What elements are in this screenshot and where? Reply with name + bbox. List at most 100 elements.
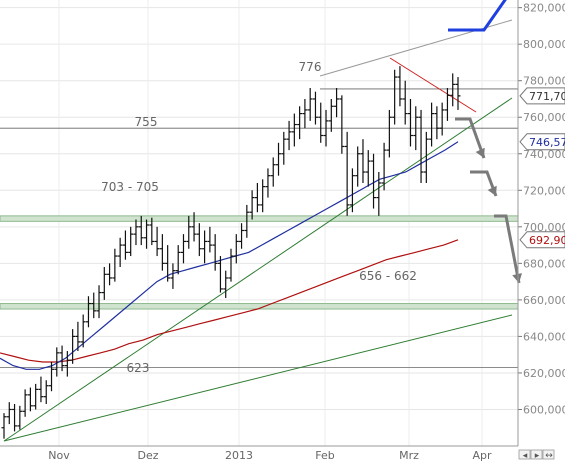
ohlc-bar	[38, 376, 44, 403]
ohlc-bar	[413, 106, 419, 151]
y-tick-label: 700,000	[523, 221, 565, 234]
ohlc-bar	[228, 248, 234, 282]
uptrend-line-steep	[3, 97, 513, 442]
ohlc-bar	[75, 321, 81, 352]
ohlc-bar	[212, 234, 218, 271]
ohlc-bar	[249, 190, 255, 220]
x-tick-label: Nov	[48, 449, 70, 461]
ohlc-bar	[386, 109, 392, 158]
ohlc-bar	[312, 91, 318, 125]
ohlc-bar	[402, 80, 408, 125]
ohlc-bar	[59, 345, 65, 372]
scroll-button[interactable]: ▸	[530, 449, 543, 461]
ohlc-bar	[144, 219, 150, 249]
scroll-navigator[interactable]: ◂ ▸ ↔	[518, 449, 555, 461]
projection-arrow-layer	[448, 0, 523, 284]
price-label: 692,90	[519, 231, 565, 249]
ohlc-bar	[175, 245, 181, 275]
ohlc-bar	[323, 109, 329, 147]
y-tick-label: 680,000	[523, 257, 565, 270]
ohlc-bar	[207, 226, 213, 253]
ohlc-bar	[180, 234, 186, 264]
y-tick-label: 780,000	[523, 75, 565, 88]
ohlc-bar	[80, 314, 86, 348]
x-tick-label: Dez	[137, 449, 158, 461]
y-tick-label: 720,000	[523, 184, 565, 197]
y-tick-label: 800,000	[523, 38, 565, 51]
ohlc-bar	[165, 245, 171, 282]
ohlc-bar	[138, 215, 144, 246]
ohlc-bar	[397, 66, 403, 107]
ohlc-bar	[196, 223, 202, 257]
ohlc-bar	[191, 212, 197, 242]
projection-arrow	[494, 214, 521, 284]
ohlc-bar	[70, 329, 76, 364]
scroll-button-glyph: ▸	[535, 451, 540, 461]
ohlc-bar	[27, 387, 33, 412]
uptrend-line-shallow	[3, 314, 513, 442]
grid-layer	[0, 0, 518, 446]
price-label-layer: 771,70 746,57 692,90	[519, 87, 565, 249]
ohlc-bar	[455, 77, 461, 110]
ohlc-bar	[270, 157, 276, 187]
ohlc-bar	[154, 226, 160, 257]
price-label-text: 746,57	[529, 136, 565, 149]
price-label: 771,70	[519, 87, 565, 105]
x-axis: Nov Dez 2013 Feb Mrz Apr	[0, 445, 518, 462]
ohlc-bar	[12, 403, 18, 432]
ohlc-bar	[260, 179, 266, 213]
ohlc-bar-layer	[1, 66, 461, 439]
ohlc-bar	[344, 131, 350, 216]
ohlc-bar	[439, 102, 445, 136]
breakout-projection-line	[448, 0, 507, 32]
ohlc-bar	[149, 217, 155, 246]
projection-arrow-head	[487, 185, 497, 196]
ohlc-bar	[6, 402, 12, 425]
scroll-button-frame	[518, 449, 531, 460]
y-tick-label: 620,000	[523, 367, 565, 380]
scroll-button[interactable]: ↔	[542, 449, 555, 461]
ohlc-bar	[122, 230, 128, 260]
ohlc-bar	[376, 172, 382, 216]
y-axis: 600,000 620,000 640,000 660,000 680,000 700,0…	[517, 0, 565, 446]
scroll-button-glyph: ◂	[523, 451, 528, 461]
level-label: 755	[135, 115, 158, 129]
ohlc-bar	[202, 230, 208, 264]
ohlc-bar	[43, 380, 49, 404]
projection-arrow	[455, 117, 486, 159]
ohlc-bar	[355, 146, 361, 187]
ohlc-bar	[392, 69, 398, 125]
ohlc-bar	[328, 98, 334, 132]
ohlc-bar	[159, 234, 165, 271]
ohlc-bar	[170, 263, 176, 289]
ohlc-bar	[360, 139, 366, 183]
moving-average-short-line	[0, 141, 459, 370]
ohlc-bar	[1, 413, 7, 439]
ohlc-bar	[429, 102, 435, 147]
ohlc-bar	[233, 234, 239, 264]
price-label-box	[519, 133, 565, 151]
y-tick-label: 820,000	[523, 2, 565, 15]
x-tick-label: 2013	[225, 449, 253, 461]
ohlc-bar	[407, 98, 413, 147]
ohlc-bar	[381, 142, 387, 191]
ohlc-bar	[418, 109, 424, 183]
support-zone	[0, 215, 519, 222]
ohlc-bar	[423, 131, 429, 183]
ohlc-bar	[286, 120, 292, 151]
level-label-layer: 776 755 703 - 705 656 - 662 623	[101, 60, 417, 375]
ohlc-bar	[64, 351, 70, 377]
x-tick-label: Mrz	[399, 449, 419, 461]
ohlc-bar	[318, 102, 324, 143]
ohlc-bar	[128, 226, 134, 257]
scroll-button[interactable]: ◂	[518, 449, 531, 461]
ohlc-bar	[96, 285, 102, 319]
ohlc-bar	[107, 263, 113, 286]
ohlc-bar	[54, 347, 60, 377]
scroll-button-frame	[542, 449, 555, 460]
x-tick-label: Apr	[472, 449, 492, 461]
x-tick-label: Feb	[315, 449, 334, 461]
price-label-box	[519, 231, 565, 249]
ohlc-bar	[101, 267, 107, 300]
